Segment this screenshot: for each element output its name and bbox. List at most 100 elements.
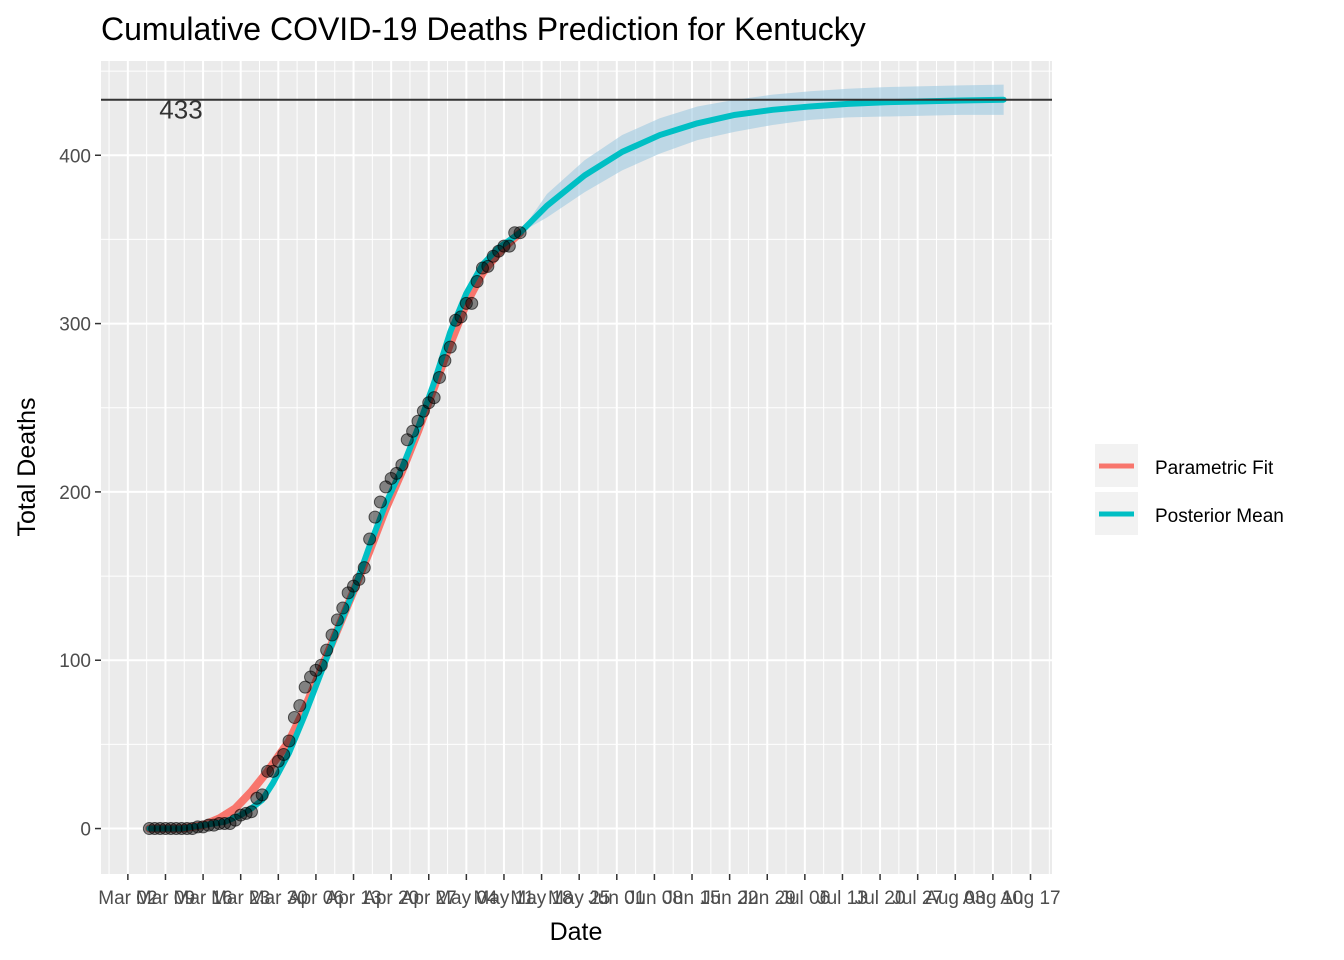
- x-tick-label: May 25: [548, 888, 610, 909]
- observed-point: [508, 226, 522, 240]
- observed-point: [212, 817, 226, 831]
- y-tick-label: 200: [59, 483, 91, 504]
- observed-point: [255, 788, 269, 802]
- x-tick-label: Jul 27: [892, 888, 943, 909]
- observed-point: [502, 239, 516, 253]
- y-tick-label: 100: [59, 651, 91, 672]
- observed-point: [422, 396, 436, 410]
- observed-point: [304, 670, 318, 684]
- legend: Parametric Fit Posterior Mean: [1095, 444, 1284, 535]
- y-tick-label: 300: [59, 315, 91, 336]
- y-axis: 0 100 200 300 400: [59, 146, 101, 841]
- observed-point: [347, 579, 361, 593]
- observed-point: [293, 699, 307, 713]
- series-line-posterior-mean: [146, 96, 1007, 832]
- observed-point: [432, 370, 446, 384]
- observed-point: [336, 601, 350, 615]
- observed-point: [309, 663, 323, 677]
- observed-point: [481, 259, 495, 273]
- observed-point: [459, 296, 473, 310]
- x-tick-label: Jun 01: [588, 888, 645, 909]
- observed-point: [180, 822, 194, 836]
- observed-point: [153, 822, 167, 836]
- observed-point: [486, 249, 500, 263]
- y-tick-label: 400: [59, 146, 91, 167]
- observed-point: [158, 822, 172, 836]
- observed-point: [266, 764, 280, 778]
- observed-point: [357, 561, 371, 575]
- observed-point: [470, 275, 484, 289]
- observed-point: [287, 710, 301, 724]
- x-tick-label: May 11: [474, 888, 535, 909]
- series-lines: [145, 96, 1007, 833]
- x-axis-title: Date: [550, 918, 603, 946]
- x-tick-label: Jun 08: [626, 888, 683, 909]
- observed-point: [427, 391, 441, 405]
- reference-line-layer: 433: [101, 95, 1052, 125]
- x-tick-label: Aug 03: [925, 888, 985, 909]
- observed-points: [142, 226, 527, 836]
- observed-point: [363, 532, 377, 546]
- observed-point: [298, 680, 312, 694]
- observed-point: [191, 820, 205, 834]
- x-tick-label: Jun 29: [739, 888, 796, 909]
- observed-point: [395, 458, 409, 472]
- x-tick-label: Apr 27: [401, 888, 457, 909]
- chart-title: Cumulative COVID-19 Deaths Prediction fo…: [101, 11, 866, 47]
- observed-point: [314, 658, 328, 672]
- observed-point: [175, 822, 189, 836]
- x-tick-label: Mar 09: [136, 888, 195, 909]
- legend-label-parametric-fit: Parametric Fit: [1155, 458, 1274, 479]
- observed-point: [492, 244, 506, 258]
- observed-point: [148, 822, 162, 836]
- x-tick-label: Mar 16: [174, 888, 233, 909]
- observed-point: [282, 734, 296, 748]
- observed-point: [411, 414, 425, 428]
- observed-point: [443, 340, 457, 354]
- x-tick-label: Jun 22: [701, 888, 758, 909]
- x-tick-label: May 18: [510, 888, 572, 909]
- observed-point: [513, 226, 527, 240]
- x-tick-label: Aug 17: [1000, 888, 1060, 909]
- observed-point: [330, 613, 344, 627]
- observed-point: [320, 643, 334, 657]
- x-tick-label: Mar 02: [98, 888, 157, 909]
- x-tick-label: Jul 20: [855, 888, 906, 909]
- observed-point: [368, 510, 382, 524]
- x-tick-label: Aug 10: [963, 888, 1023, 909]
- observed-point: [228, 813, 242, 827]
- observed-point: [261, 764, 275, 778]
- x-tick-label: Apr 20: [363, 888, 419, 909]
- observed-point: [142, 822, 156, 836]
- x-tick-label: Apr 13: [326, 888, 382, 909]
- x-tick-label: Jun 15: [663, 888, 720, 909]
- reference-line-label: 433: [159, 95, 202, 125]
- observed-point: [465, 296, 479, 310]
- observed-point: [438, 354, 452, 368]
- observed-point: [325, 628, 339, 642]
- observed-point: [352, 572, 366, 586]
- observed-point: [244, 805, 258, 819]
- observed-point: [373, 495, 387, 509]
- x-tick-label: Jul 06: [779, 888, 830, 909]
- observed-point: [169, 822, 183, 836]
- x-tick-label: Jul 13: [817, 888, 868, 909]
- observed-point: [271, 754, 285, 768]
- x-tick-label: Mar 30: [249, 888, 308, 909]
- observed-point: [341, 586, 355, 600]
- observed-point: [384, 471, 398, 485]
- observed-point: [454, 310, 468, 324]
- observed-point: [201, 818, 215, 832]
- x-tick-label: May 04: [435, 888, 498, 909]
- observed-point: [277, 747, 291, 761]
- x-tick-label: Apr 06: [288, 888, 344, 909]
- legend-label-posterior-mean: Posterior Mean: [1155, 506, 1284, 527]
- y-tick-label: 0: [80, 820, 91, 841]
- observed-point: [497, 239, 511, 253]
- gridlines: [101, 61, 1052, 874]
- observed-point: [164, 822, 178, 836]
- observed-point: [406, 424, 420, 438]
- x-tick-label: Mar 23: [211, 888, 270, 909]
